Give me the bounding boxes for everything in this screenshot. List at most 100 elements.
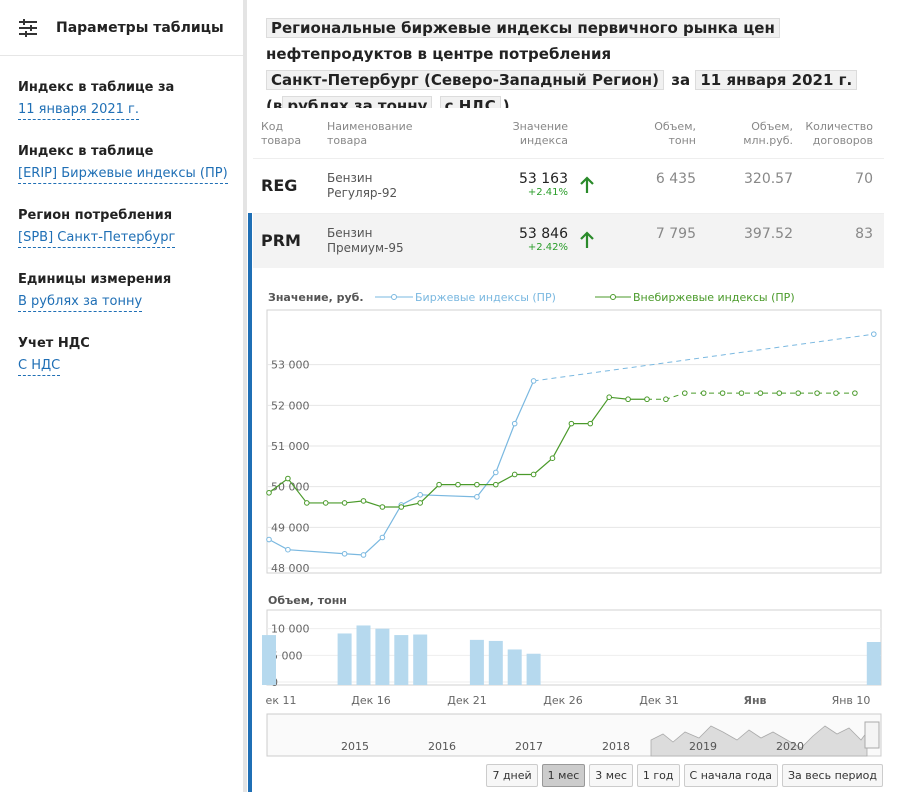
headline-chip: Региональные биржевые индексы первичного… bbox=[266, 18, 780, 38]
headline-text: нефтепродуктов в центре потребления bbox=[266, 45, 612, 63]
param-index-link[interactable]: [ERIP] Биржевые индексы (ПР) bbox=[18, 165, 228, 184]
point-otc bbox=[738, 390, 745, 396]
volume-bar bbox=[488, 640, 503, 685]
point-exchange bbox=[285, 546, 291, 553]
index-chart[interactable]: Значение, руб. Биржевые индексы (ПР) Вне… bbox=[253, 270, 884, 760]
table-row-reg[interactable]: REG Бензин Регуляр-92 53 163 +2.41% 6 435 … bbox=[253, 158, 884, 213]
th-volume: Объем, тонн bbox=[654, 120, 696, 147]
param-label: Индекс в таблице за bbox=[18, 80, 175, 95]
volume-axis-title: Объем, тонн bbox=[268, 594, 347, 607]
range-navigator[interactable]: 2015 2016 2017 2018 2019 2020 bbox=[266, 713, 882, 757]
x-tick-label: Дек 31 bbox=[639, 694, 679, 707]
navigator-year-label: 2017 bbox=[515, 740, 543, 753]
point-otc bbox=[530, 471, 537, 478]
point-otc bbox=[681, 390, 688, 396]
point-otc bbox=[776, 390, 783, 396]
point-exchange bbox=[530, 378, 537, 384]
table-row-prm[interactable]: PRM Бензин Премиум-95 53 846 +2.42% 7 795 … bbox=[253, 213, 884, 268]
point-otc bbox=[511, 471, 518, 478]
point-exchange bbox=[870, 331, 877, 337]
point-otc bbox=[568, 420, 575, 427]
point-otc bbox=[852, 390, 858, 396]
selected-row-indicator bbox=[248, 213, 252, 792]
navigator-year-label: 2020 bbox=[776, 740, 804, 753]
legend-otc-label[interactable]: Внебиржевые индексы (ПР) bbox=[633, 291, 795, 304]
param-label: Единицы измерения bbox=[18, 272, 172, 287]
param-region-link[interactable]: [SPB] Санкт-Петербург bbox=[18, 229, 176, 248]
x-tick-label: Дек 26 bbox=[543, 694, 583, 707]
y-tick-label: 10 000 bbox=[271, 623, 310, 636]
x-tick-label: Янв bbox=[743, 694, 766, 707]
point-exchange bbox=[417, 492, 423, 498]
point-otc bbox=[833, 390, 839, 396]
chart-legend[interactable]: Значение, руб. Биржевые индексы (ПР) Вне… bbox=[268, 291, 795, 304]
range-1y-button[interactable]: 1 год bbox=[636, 764, 680, 787]
volume-bars bbox=[262, 625, 881, 685]
param-date-link[interactable]: 11 января 2021 г. bbox=[18, 101, 140, 120]
point-otc bbox=[417, 500, 423, 506]
point-otc bbox=[341, 500, 348, 506]
th-money: Объем, млн.руб. bbox=[743, 120, 793, 147]
point-otc bbox=[474, 481, 480, 488]
volume-bar bbox=[526, 653, 541, 685]
point-otc bbox=[436, 481, 442, 488]
volume-bar bbox=[262, 635, 276, 685]
point-otc bbox=[285, 475, 291, 482]
y-tick-label: 48 000 bbox=[271, 562, 310, 575]
index-value: 53 846 +2.42% bbox=[519, 226, 568, 253]
volume-mln: 397.52 bbox=[744, 226, 793, 242]
contracts-count: 70 bbox=[855, 171, 873, 187]
y-tick-label: 51 000 bbox=[271, 440, 310, 453]
x-tick-label: Дек 21 bbox=[447, 694, 487, 707]
param-label: Регион потребления bbox=[18, 208, 173, 223]
point-otc bbox=[549, 455, 556, 461]
point-otc bbox=[492, 481, 499, 488]
point-otc bbox=[814, 390, 820, 396]
point-exchange bbox=[379, 534, 386, 541]
sidebar-header[interactable]: Параметры таблицы bbox=[0, 0, 243, 56]
page-headline: Региональные биржевые индексы первичного… bbox=[266, 15, 884, 119]
point-otc bbox=[606, 394, 612, 400]
navigator-year-label: 2015 bbox=[341, 740, 369, 753]
th-name: Наименование товара bbox=[327, 120, 413, 147]
settings-sidebar: Параметры таблицы Индекс в таблице за 11… bbox=[0, 0, 247, 792]
y-tick-label: 49 000 bbox=[271, 521, 310, 534]
legend-otc-marker bbox=[610, 294, 616, 300]
point-otc bbox=[360, 498, 367, 504]
param-index-type: Индекс в таблице [ERIP] Биржевые индексы… bbox=[0, 143, 243, 184]
point-otc bbox=[303, 500, 310, 506]
point-otc bbox=[719, 390, 726, 396]
range-all-button[interactable]: За весь период bbox=[782, 764, 883, 787]
param-units: Единицы измерения В рублях за тонну bbox=[0, 271, 243, 312]
point-otc bbox=[700, 390, 707, 396]
headline-text: ) bbox=[502, 97, 510, 115]
point-exchange bbox=[360, 552, 367, 558]
headline-region-chip[interactable]: Санкт-Петербург (Северо-Западный Регион) bbox=[266, 70, 665, 90]
y-tick-label: 5 000 bbox=[271, 649, 303, 662]
index-table: Код товара Наименование товара Значение инд… bbox=[253, 108, 884, 268]
volume-bar bbox=[394, 635, 409, 685]
point-exchange bbox=[266, 536, 272, 543]
headline-date-chip[interactable]: 11 января 2021 г. bbox=[695, 70, 858, 90]
range-3m-button[interactable]: 3 мес bbox=[589, 764, 633, 787]
point-otc bbox=[625, 396, 631, 403]
range-ytd-button[interactable]: С начала года bbox=[683, 764, 778, 787]
volume-mln: 320.57 bbox=[744, 171, 793, 187]
navigator-handle[interactable] bbox=[864, 721, 880, 749]
point-otc bbox=[663, 396, 669, 403]
point-exchange bbox=[474, 494, 480, 500]
x-tick-label: ек 11 bbox=[266, 694, 297, 707]
volume-tons: 6 435 bbox=[655, 171, 696, 187]
navigator-year-label: 2016 bbox=[428, 740, 456, 753]
range-1m-button[interactable]: 1 мес bbox=[541, 764, 586, 787]
arrow-up-icon bbox=[580, 231, 594, 248]
param-vat-link[interactable]: С НДС bbox=[18, 357, 61, 376]
range-7d-button[interactable]: 7 дней bbox=[486, 764, 538, 787]
param-units-link[interactable]: В рублях за тонну bbox=[18, 293, 143, 312]
y-tick-label: 52 000 bbox=[271, 399, 310, 412]
point-otc bbox=[587, 420, 594, 427]
param-region: Регион потребления [SPB] Санкт-Петербург bbox=[0, 207, 243, 248]
legend-exchange-label[interactable]: Биржевые индексы (ПР) bbox=[415, 291, 556, 304]
volume-bar bbox=[337, 633, 352, 685]
